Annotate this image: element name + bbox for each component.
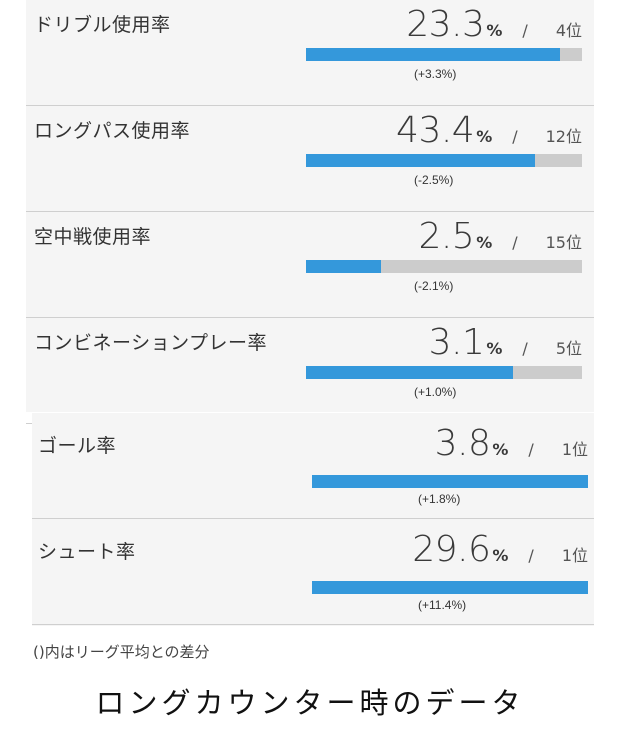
stat-row-long-pass: ロングパス使用率 43.4 % / 12位 (-2.5%) xyxy=(26,106,594,212)
stat-bar-fill xyxy=(312,475,588,488)
stat-separator: / xyxy=(528,440,534,459)
stat-value-line: 29.6 % / 1位 xyxy=(412,529,588,570)
stat-value: 29.6 xyxy=(412,529,491,570)
stat-bar xyxy=(312,581,588,594)
stat-bar-fill xyxy=(306,260,381,273)
stat-label: ドリブル使用率 xyxy=(34,14,171,36)
stat-separator: / xyxy=(512,127,518,146)
stat-diff: (-2.5%) xyxy=(414,173,454,187)
stat-unit: % xyxy=(492,440,509,459)
stat-rank: 15位 xyxy=(545,233,582,252)
stat-value: 43.4 xyxy=(396,110,475,151)
stat-label: 空中戦使用率 xyxy=(34,226,152,248)
stat-value-line: 3.1 % / 5位 xyxy=(429,322,582,363)
stat-unit: % xyxy=(486,21,503,40)
stat-label: ロングパス使用率 xyxy=(34,120,191,142)
stat-unit: % xyxy=(486,339,503,358)
stat-label: コンビネーションプレー率 xyxy=(34,332,268,354)
footnote: ()内はリーグ平均との差分 xyxy=(33,643,210,661)
stats-panel-secondary: ゴール率 3.8 % / 1位 (+1.8%) シュート率 29.6 % / 1… xyxy=(32,413,594,626)
stat-diff: (+3.3%) xyxy=(414,67,457,81)
stat-rank: 5位 xyxy=(555,339,582,358)
stat-row-combination: コンビネーションプレー率 3.1 % / 5位 (+1.0%) xyxy=(26,318,594,424)
stat-bar-fill xyxy=(306,154,536,167)
stat-label: シュート率 xyxy=(38,541,136,563)
stat-rank: 12位 xyxy=(545,127,582,146)
stats-panel-primary: ドリブル使用率 23.3 % / 4位 (+3.3%) ロングパス使用率 43.… xyxy=(26,0,594,424)
stat-value: 2.5 xyxy=(418,216,475,257)
image-caption: ロングカウンター時のデータ xyxy=(95,686,525,720)
stat-value-line: 43.4 % / 12位 xyxy=(396,110,582,151)
stat-bar-fill xyxy=(306,366,513,379)
stat-bar xyxy=(306,366,582,379)
stat-unit: % xyxy=(476,233,493,252)
stat-unit: % xyxy=(492,546,509,565)
stat-separator: / xyxy=(512,233,518,252)
stat-label: ゴール率 xyxy=(38,435,117,457)
stat-bar-fill xyxy=(312,581,588,594)
stat-diff: (-2.1%) xyxy=(414,279,454,293)
stat-rank: 4位 xyxy=(555,21,582,40)
stat-separator: / xyxy=(522,21,528,40)
stat-bar xyxy=(306,48,582,61)
stat-diff: (+1.0%) xyxy=(414,385,457,399)
stat-value-line: 23.3 % / 4位 xyxy=(406,4,582,45)
stat-rank: 1位 xyxy=(561,440,588,459)
stat-value-line: 2.5 % / 15位 xyxy=(418,216,582,257)
stat-separator: / xyxy=(522,339,528,358)
stat-unit: % xyxy=(476,127,493,146)
stat-diff: (+11.4%) xyxy=(418,598,467,612)
stat-diff: (+1.8%) xyxy=(418,492,461,506)
stat-row-aerial: 空中戦使用率 2.5 % / 15位 (-2.1%) xyxy=(26,212,594,318)
stat-bar xyxy=(312,475,588,488)
stat-bar-fill xyxy=(306,48,560,61)
stat-row-dribble: ドリブル使用率 23.3 % / 4位 (+3.3%) xyxy=(26,0,594,106)
stat-bar xyxy=(306,154,582,167)
stat-bar xyxy=(306,260,582,273)
stat-row-goal: ゴール率 3.8 % / 1位 (+1.8%) xyxy=(32,413,594,519)
stat-value-line: 3.8 % / 1位 xyxy=(435,423,588,464)
stat-rank: 1位 xyxy=(561,546,588,565)
stat-row-shot: シュート率 29.6 % / 1位 (+11.4%) xyxy=(32,519,594,625)
stat-separator: / xyxy=(528,546,534,565)
stat-value: 3.8 xyxy=(434,423,491,464)
stat-value: 23.3 xyxy=(406,4,485,45)
stat-value: 3.1 xyxy=(428,322,485,363)
